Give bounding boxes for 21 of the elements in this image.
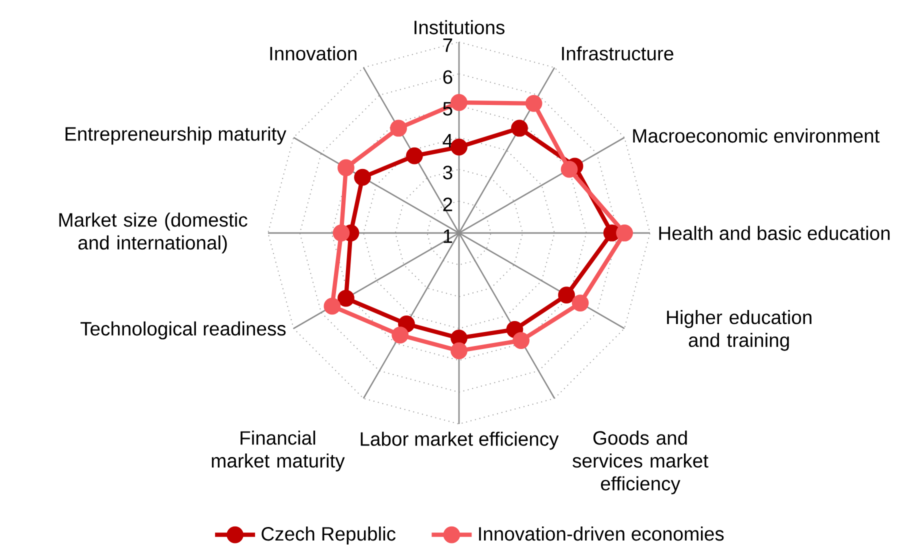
spoke-label: Infrastructure <box>562 46 674 60</box>
y-tick-label: 5 <box>443 102 452 116</box>
spoke-label: Higher education and training <box>667 310 812 351</box>
spoke-label: Health and basic education <box>659 226 890 240</box>
spoke-label: Entrepreneurship maturity <box>66 126 286 145</box>
spoke-label: Financial market maturity <box>212 430 345 472</box>
spoke-label: Innovation <box>270 46 356 60</box>
legend-label: Czech Republic <box>262 526 396 545</box>
spoke-label: Technological readiness <box>80 321 286 340</box>
spoke-label: Institutions <box>414 20 504 34</box>
y-tick-label: 6 <box>443 70 452 84</box>
legend-label: Innovation-driven economies <box>479 526 724 541</box>
y-tick-label: 3 <box>443 166 452 180</box>
spoke-label: Labor market efficiency <box>360 432 559 450</box>
y-tick-label: 4 <box>442 134 452 148</box>
y-tick-label: 1 <box>444 230 452 243</box>
y-tick-label: 7 <box>443 38 452 52</box>
y-tick-label: 2 <box>443 198 452 212</box>
spoke-label: Market size (domestic and international) <box>59 212 248 254</box>
spoke-label: Macroeconomic environment <box>633 128 880 143</box>
spoke-label: Goods and services market efficiency <box>572 430 708 494</box>
